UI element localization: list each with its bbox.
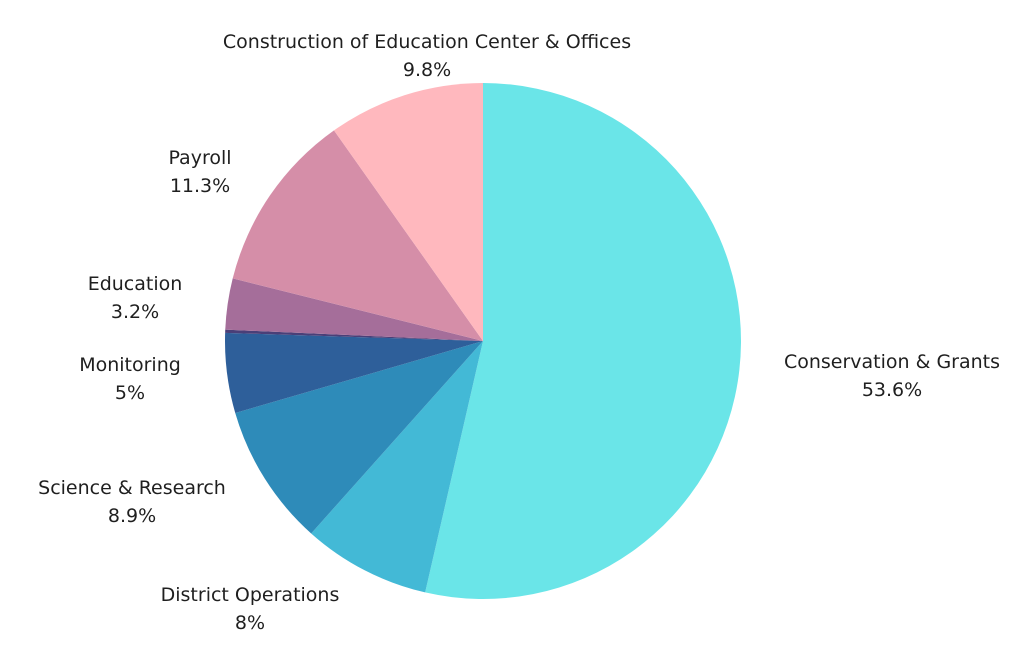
slice-label-education: Education 3.2% [0, 270, 355, 326]
slice-label-percent: 9.8% [402, 59, 452, 81]
slice-label-percent: 3.2% [110, 301, 160, 323]
slice-label-name: District Operations [160, 584, 340, 606]
pie-slice-conservation-grants [425, 83, 741, 599]
slice-label-percent: 11.3% [169, 175, 231, 197]
pie-slice-payroll [232, 130, 483, 341]
slice-label-percent: 8% [234, 612, 266, 634]
slice-label-district-operations: District Operations 8% [30, 581, 470, 637]
pie-slices [225, 83, 741, 599]
slice-label-name: Payroll [168, 147, 232, 169]
slice-label-monitoring: Monitoring 5% [0, 351, 350, 407]
pie-slice-construction-of-education-center-offices [333, 83, 483, 341]
pie-slice-district-operations [311, 341, 483, 593]
pie-slice-unlabeled-4 [225, 329, 483, 341]
pie-slice-monitoring [225, 332, 483, 413]
slice-label-science-research: Science & Research 8.9% [0, 474, 352, 530]
slice-label-percent: 8.9% [107, 505, 157, 527]
slice-label-percent: 53.6% [861, 379, 923, 401]
slice-label-name: Education [87, 273, 183, 295]
slice-label-name: Construction of Education Center & Offic… [222, 31, 632, 53]
slice-label-payroll: Payroll 11.3% [0, 144, 420, 200]
slice-label-name: Science & Research [38, 477, 226, 499]
slice-label-name: Monitoring [79, 354, 181, 376]
pie-slice-education [225, 278, 483, 341]
slice-label-construction: Construction of Education Center & Offic… [207, 28, 647, 84]
slice-label-conservation-grants: Conservation & Grants 53.6% [672, 348, 1024, 404]
slice-label-name: Conservation & Grants [783, 351, 1001, 373]
pie-slice-science-research [235, 341, 483, 534]
slice-label-percent: 5% [114, 382, 146, 404]
